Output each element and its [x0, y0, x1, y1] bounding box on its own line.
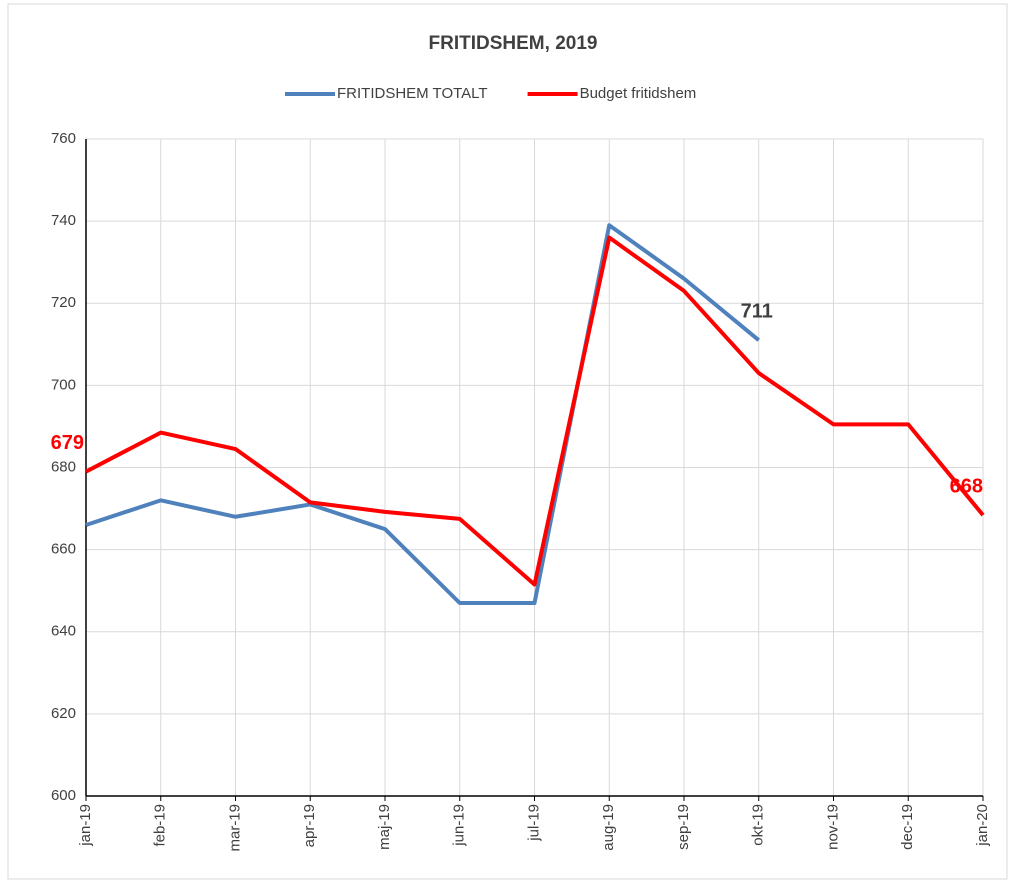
x-tick-label: jan-20 [974, 804, 991, 847]
y-tick-label: 700 [51, 376, 76, 393]
legend-label: Budget fritidshem [580, 85, 697, 102]
x-tick-label: jul-19 [525, 804, 542, 842]
y-tick-label: 720 [51, 294, 76, 311]
x-tick-label: sep-19 [675, 804, 692, 850]
x-tick-label: maj-19 [376, 804, 393, 850]
y-tick-label: 740 [51, 212, 76, 229]
data-label: 711 [741, 300, 773, 322]
x-tick-label: dec-19 [899, 804, 916, 850]
x-tick-label: okt-19 [750, 804, 767, 846]
series-line [85, 223, 761, 606]
y-tick-label: 680 [51, 458, 76, 475]
chart-title: FRITIDSHEM, 2019 [429, 33, 598, 54]
x-tick-label: nov-19 [824, 804, 841, 850]
x-tick-label: jun-19 [451, 804, 468, 847]
y-tick-label: 600 [51, 787, 76, 804]
series-line [85, 235, 985, 587]
data-label: 668 [950, 475, 983, 497]
x-tick-label: apr-19 [301, 804, 318, 847]
x-tick-label: feb-19 [152, 804, 169, 847]
chart-border [7, 3, 1008, 880]
y-tick-label: 640 [51, 623, 76, 640]
y-tick-label: 760 [51, 130, 76, 147]
x-tick-label: mar-19 [226, 804, 243, 852]
data-label: 679 [51, 432, 84, 454]
y-tick-label: 620 [51, 705, 76, 722]
x-tick-label: aug-19 [600, 804, 617, 851]
y-tick-label: 660 [51, 541, 76, 558]
legend-label: FRITIDSHEM TOTALT [337, 85, 488, 102]
x-tick-label: jan-19 [77, 804, 94, 847]
